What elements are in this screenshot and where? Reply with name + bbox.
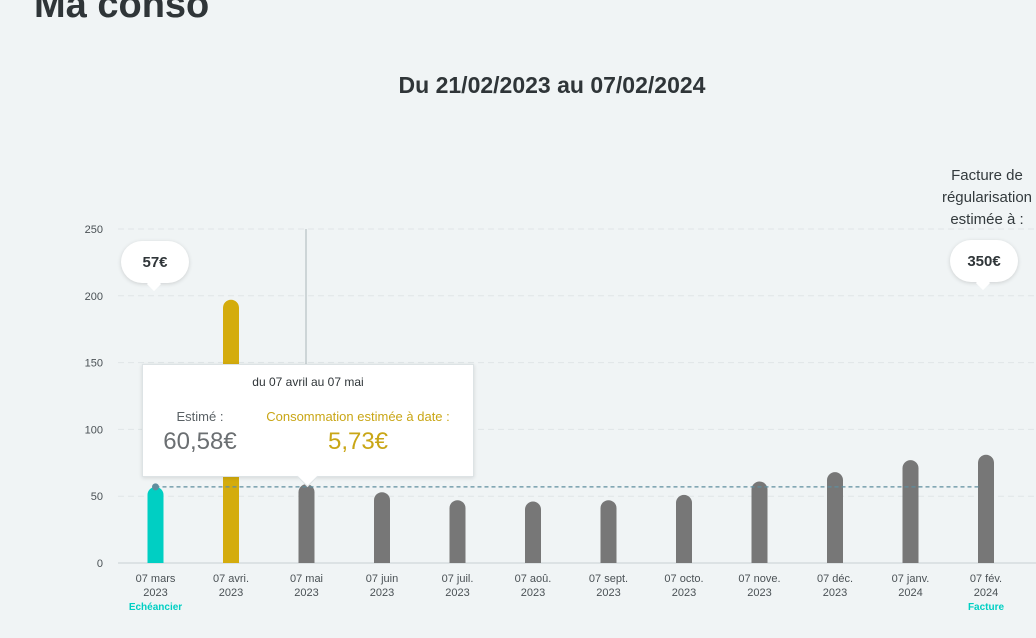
- reference-layer: [152, 483, 980, 491]
- y-tick-label: 100: [85, 424, 103, 436]
- x-tick-label: 2023: [370, 587, 394, 599]
- start-amount-bubble: 57€: [121, 241, 189, 283]
- x-tick-label: 07 octo.: [664, 573, 703, 585]
- bar-tooltip: du 07 avril au 07 mai Estimé : 60,58€ Co…: [142, 364, 474, 488]
- x-labels-layer: 07 mars 2023 Echéancier 07 avri. 2023 07 mai 2…: [129, 573, 1005, 613]
- period-title: Du 21/02/2023 au 07/02/2024: [398, 72, 706, 98]
- y-tick-label: 150: [85, 358, 103, 370]
- bar-7[interactable]: [600, 500, 617, 563]
- x-tick-label: 2024: [974, 587, 998, 599]
- x-tick-label: 2023: [521, 587, 545, 599]
- x-tick-label: 07 mars: [136, 573, 176, 585]
- tooltip-to-date-label: Consommation estimée à date :: [266, 409, 450, 424]
- x-sub-label: Echéancier: [129, 602, 182, 613]
- x-tick-label: 2023: [747, 587, 771, 599]
- x-tick-label: 07 aoû.: [515, 573, 552, 585]
- bar-8[interactable]: [676, 494, 692, 563]
- x-tick-label: 2023: [445, 587, 469, 599]
- x-tick-label: 07 avri.: [213, 573, 249, 585]
- y-tick-label: 0: [97, 558, 103, 570]
- tooltip-estimated-label: Estimé :: [176, 409, 224, 424]
- regularisation-label-line-1: Facture de: [951, 167, 1023, 184]
- x-tick-label: 2023: [294, 587, 318, 599]
- tooltip-estimated-value: 60,58€: [163, 428, 237, 455]
- regularisation-amount-bubble: 350€: [950, 240, 1018, 282]
- bar-3[interactable]: [298, 484, 315, 563]
- x-tick-label: 2023: [823, 587, 847, 599]
- y-tick-label: 50: [91, 491, 103, 503]
- start-amount: 57€: [142, 253, 168, 271]
- regularisation-label-line-2: régularisation: [941, 189, 1033, 206]
- bar-10[interactable]: [827, 472, 843, 563]
- bar-4[interactable]: [374, 492, 390, 563]
- y-tick-label: 200: [85, 291, 103, 303]
- x-tick-label: 2023: [219, 587, 243, 599]
- x-tick-label: 07 mai: [290, 573, 323, 585]
- x-tick-label: 07 nove.: [738, 573, 780, 585]
- x-tick-label: 2023: [143, 587, 167, 599]
- x-tick-label: 2024: [898, 587, 922, 599]
- y-tick-label: 250: [85, 224, 103, 236]
- regularisation-label-line-3: estimée à :: [950, 211, 1024, 228]
- x-tick-label: 07 juin: [366, 573, 398, 585]
- bar-6[interactable]: [525, 501, 541, 563]
- x-tick-label: 07 janv.: [892, 573, 930, 585]
- x-tick-label: 07 juil.: [442, 573, 474, 585]
- tooltip-to-date-column: Consommation estimée à date : 5,73€: [255, 409, 461, 456]
- x-tick-label: 07 déc.: [817, 573, 853, 585]
- x-tick-label: 07 sept.: [589, 573, 628, 585]
- bar-5[interactable]: [449, 500, 466, 563]
- x-sub-label: Facture: [968, 602, 1005, 613]
- bar-1[interactable]: [147, 486, 164, 563]
- reference-start-dot: [152, 483, 159, 491]
- regularisation-amount: 350€: [967, 252, 1001, 270]
- x-tick-label: 2023: [596, 587, 620, 599]
- regularisation-label: Facture de régularisation estimée à :: [922, 165, 1036, 231]
- tooltip-period: du 07 avril au 07 mai: [252, 375, 364, 389]
- page-title: Ma conso: [34, 0, 210, 26]
- tooltip-estimated-column: Estimé : 60,58€: [157, 409, 243, 456]
- x-tick-label: 2023: [672, 587, 696, 599]
- bar-9[interactable]: [751, 481, 768, 563]
- tooltip-to-date-value: 5,73€: [327, 428, 389, 455]
- bar-11[interactable]: [902, 460, 919, 563]
- x-tick-label: 07 fév.: [970, 573, 1002, 585]
- bar-12[interactable]: [978, 454, 994, 563]
